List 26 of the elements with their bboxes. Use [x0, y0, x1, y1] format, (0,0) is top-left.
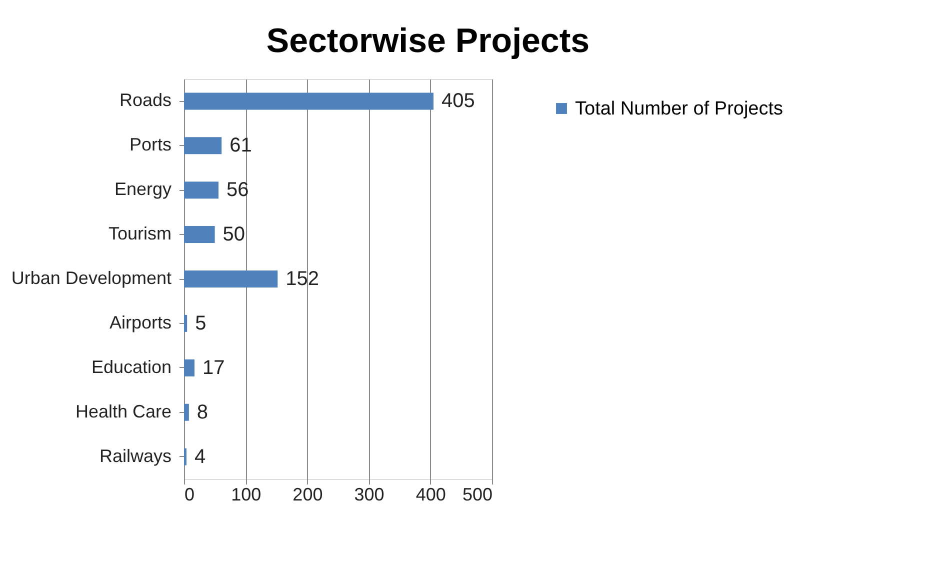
data-label: 405	[441, 90, 475, 112]
data-label: 50	[222, 224, 246, 246]
chart-title: Sectorwise Projects	[266, 22, 590, 60]
data-label: 56	[226, 179, 249, 202]
data-label: 5	[195, 312, 206, 334]
y-tick-label: Education	[91, 356, 172, 377]
y-tick-label: Urban Development	[11, 268, 172, 288]
y-tick-label: Railways	[99, 446, 172, 466]
y-tick-label: Ports	[129, 134, 172, 155]
y-tick-label: Airports	[109, 312, 172, 332]
x-tick-label: 400	[416, 484, 446, 504]
x-tick-label: 0	[184, 484, 195, 504]
x-tick-label: 100	[231, 484, 262, 504]
y-tick-label: Roads	[119, 90, 172, 110]
y-tick-label: Tourism	[108, 224, 172, 244]
data-label: 61	[230, 134, 252, 157]
x-tick-label: 300	[354, 484, 384, 504]
legend-label: Total Number of Projects	[575, 98, 784, 120]
y-tick-label: Energy	[114, 179, 172, 200]
data-label: 152	[286, 268, 320, 290]
data-label: 17	[202, 356, 225, 379]
data-label: 8	[196, 401, 208, 424]
data-label: 4	[194, 446, 206, 468]
x-tick-label: 500	[462, 484, 492, 504]
x-tick-label: 200	[292, 484, 323, 504]
y-tick-label: Health Care	[75, 401, 172, 422]
